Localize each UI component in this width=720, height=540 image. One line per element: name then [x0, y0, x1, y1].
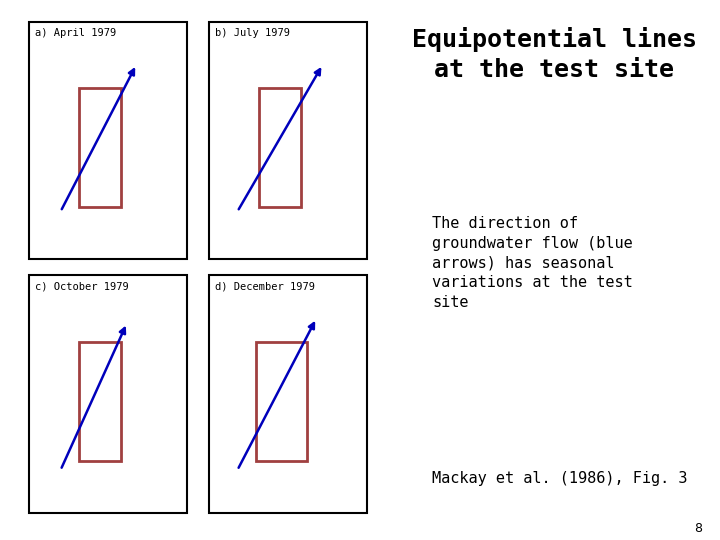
Text: Mackay et al. (1986), Fig. 3: Mackay et al. (1986), Fig. 3	[432, 471, 688, 486]
Bar	[29, 22, 187, 259]
Bar	[29, 275, 187, 513]
Text: d) December 1979: d) December 1979	[215, 282, 315, 292]
Bar	[259, 88, 301, 207]
Text: b) July 1979: b) July 1979	[215, 28, 289, 38]
Text: The direction of
groundwater flow (blue
arrows) has seasonal
variations at the t: The direction of groundwater flow (blue …	[432, 216, 633, 310]
Bar	[256, 342, 307, 461]
Text: c) October 1979: c) October 1979	[35, 282, 128, 292]
Text: a) April 1979: a) April 1979	[35, 28, 116, 38]
Bar	[79, 342, 121, 461]
Text: 8: 8	[694, 522, 702, 535]
Bar	[79, 88, 121, 207]
Text: Equipotential lines
at the test site: Equipotential lines at the test site	[412, 27, 697, 82]
Bar	[209, 22, 367, 259]
Bar	[209, 275, 367, 513]
